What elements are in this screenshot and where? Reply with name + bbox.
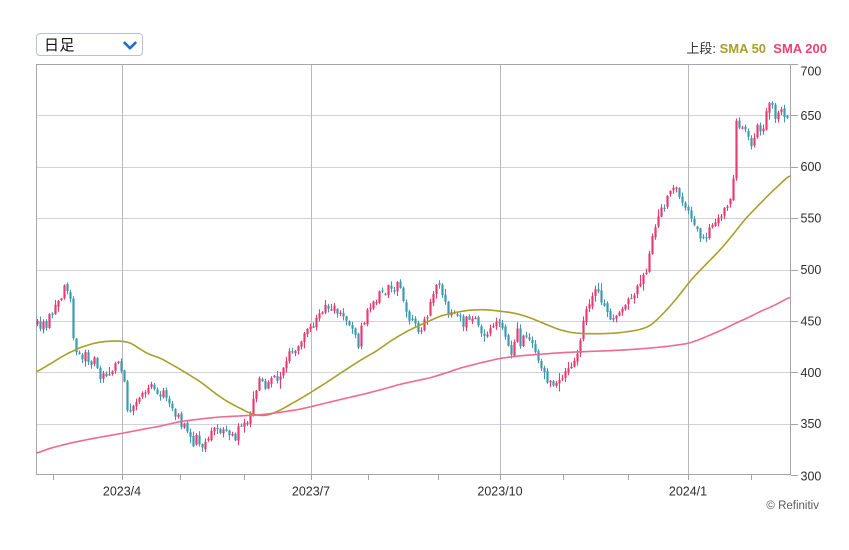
- svg-text:400: 400: [801, 366, 822, 380]
- svg-text:2023/10: 2023/10: [477, 485, 522, 499]
- svg-text:700: 700: [801, 65, 822, 79]
- svg-text:2023/4: 2023/4: [103, 485, 141, 499]
- svg-text:500: 500: [801, 263, 822, 277]
- svg-text:450: 450: [801, 314, 822, 328]
- svg-text:600: 600: [801, 160, 822, 174]
- svg-text:350: 350: [801, 417, 822, 431]
- svg-text:2024/1: 2024/1: [669, 485, 707, 499]
- svg-text:550: 550: [801, 212, 822, 226]
- svg-text:300: 300: [801, 470, 822, 484]
- svg-text:2023/7: 2023/7: [292, 485, 330, 499]
- svg-text:650: 650: [801, 109, 822, 123]
